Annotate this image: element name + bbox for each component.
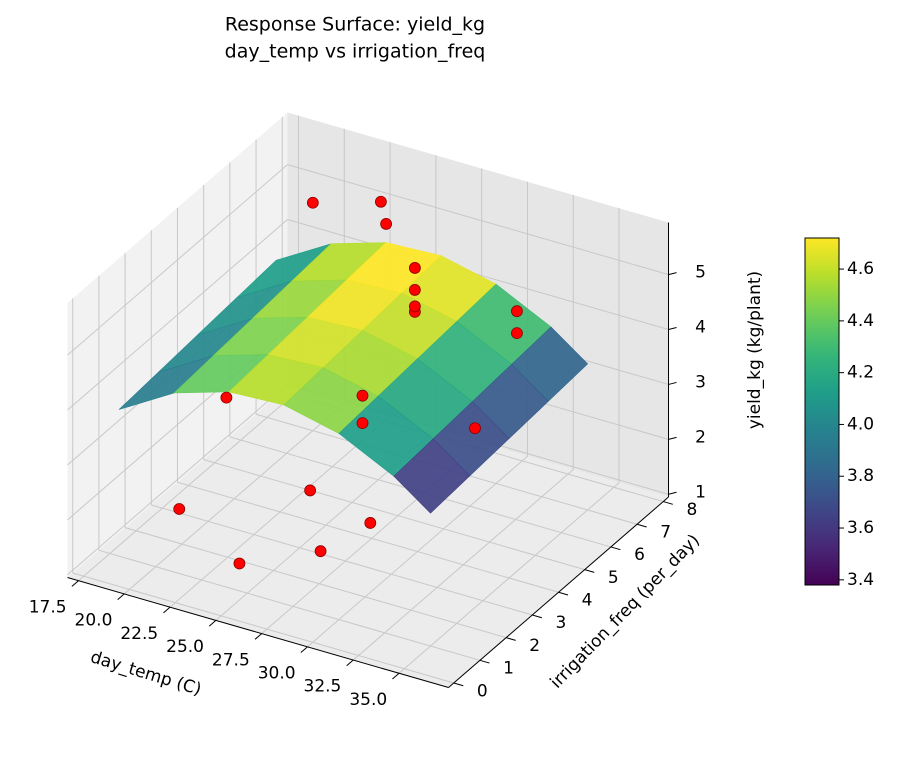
data-point bbox=[220, 391, 233, 404]
colorbar-tick-label: 4.0 bbox=[847, 414, 874, 434]
colorbar-tick-label: 3.8 bbox=[847, 466, 874, 486]
z-tick-label: 1 bbox=[695, 482, 706, 502]
x-tick-label: 17.5 bbox=[29, 597, 67, 617]
data-point bbox=[408, 284, 421, 296]
data-point bbox=[374, 195, 387, 208]
grid-line bbox=[287, 164, 669, 276]
x-tick bbox=[117, 593, 125, 601]
z-tick-label: 5 bbox=[695, 263, 706, 283]
y-tick-label: 2 bbox=[529, 636, 540, 656]
z-tick bbox=[668, 327, 677, 331]
data-point bbox=[511, 327, 523, 340]
x-tick bbox=[346, 659, 354, 667]
data-point bbox=[314, 545, 327, 558]
x-tick-label: 32.5 bbox=[304, 677, 342, 697]
z-tick bbox=[668, 491, 677, 495]
chart-subtitle: day_temp vs irrigation_freq bbox=[225, 41, 486, 63]
data-point bbox=[380, 218, 393, 230]
grid-line bbox=[72, 572, 454, 684]
x-tick-label: 30.0 bbox=[258, 663, 296, 683]
y-tick bbox=[584, 569, 595, 573]
z-tick-label: 4 bbox=[695, 318, 706, 338]
axis-line bbox=[448, 496, 669, 688]
x-tick-label: 22.5 bbox=[120, 624, 158, 644]
y-tick bbox=[506, 637, 516, 641]
data-point bbox=[306, 196, 319, 209]
data-point bbox=[356, 389, 369, 402]
data-point bbox=[364, 517, 377, 529]
colorbar-tick-label: 4.2 bbox=[847, 363, 874, 383]
z-tick-label: 2 bbox=[695, 427, 706, 447]
data-point bbox=[511, 305, 523, 318]
data-point bbox=[408, 300, 421, 313]
colorbar bbox=[804, 237, 840, 586]
y-tick-label: 7 bbox=[660, 522, 671, 542]
chart-title: Response Surface: yield_kg bbox=[225, 14, 485, 36]
grid-line bbox=[124, 527, 507, 639]
y-tick-label: 6 bbox=[634, 545, 645, 565]
grid-line bbox=[151, 504, 533, 616]
y-tick bbox=[636, 523, 647, 528]
y-tick-label: 1 bbox=[503, 659, 514, 679]
x-tick-label: 20.0 bbox=[75, 611, 113, 631]
z-tick bbox=[668, 272, 677, 276]
data-point bbox=[304, 484, 317, 497]
x-tick bbox=[392, 672, 400, 680]
data-point bbox=[408, 262, 421, 274]
grid-line bbox=[67, 383, 288, 576]
y-tick bbox=[558, 591, 569, 596]
grid-line bbox=[67, 164, 288, 356]
y-tick-label: 5 bbox=[608, 568, 619, 588]
colorbar-tick-label: 3.4 bbox=[847, 570, 874, 590]
z-tick-label: 3 bbox=[695, 372, 706, 392]
x-tick-label: 25.0 bbox=[166, 637, 204, 657]
y-tick-label: 0 bbox=[477, 681, 488, 701]
y-tick-label: 4 bbox=[582, 591, 593, 611]
x-tick-label: 27.5 bbox=[212, 650, 250, 670]
colorbar-tick-label: 4.4 bbox=[847, 311, 874, 331]
z-tick bbox=[668, 381, 677, 385]
axis-line bbox=[67, 577, 449, 689]
data-point bbox=[469, 422, 481, 435]
x-tick bbox=[254, 633, 262, 640]
data-point bbox=[356, 417, 369, 430]
y-tick bbox=[453, 682, 464, 687]
z-axis-label: yield_kg (kg/plant) bbox=[745, 271, 765, 429]
y-tick bbox=[532, 614, 542, 619]
z-tick bbox=[668, 436, 677, 440]
colorbar-tick-label: 3.6 bbox=[847, 518, 874, 538]
y-tick bbox=[479, 659, 490, 664]
grid-line bbox=[98, 549, 481, 661]
x-tick bbox=[163, 606, 171, 614]
y-tick-label: 8 bbox=[686, 500, 697, 520]
y-tick-label: 3 bbox=[555, 613, 566, 633]
y-tick bbox=[610, 546, 621, 551]
x-tick bbox=[71, 580, 79, 587]
grid-line bbox=[67, 219, 288, 411]
x-tick bbox=[208, 619, 217, 627]
data-point bbox=[173, 503, 186, 515]
grid-line bbox=[177, 481, 559, 593]
grid-line bbox=[203, 459, 585, 571]
y-tick bbox=[663, 501, 673, 505]
colorbar-tick-label: 4.6 bbox=[847, 259, 874, 279]
surface-patch bbox=[393, 438, 471, 514]
x-tick-label: 35.0 bbox=[349, 690, 387, 710]
data-point bbox=[233, 557, 246, 570]
x-tick bbox=[300, 646, 308, 653]
